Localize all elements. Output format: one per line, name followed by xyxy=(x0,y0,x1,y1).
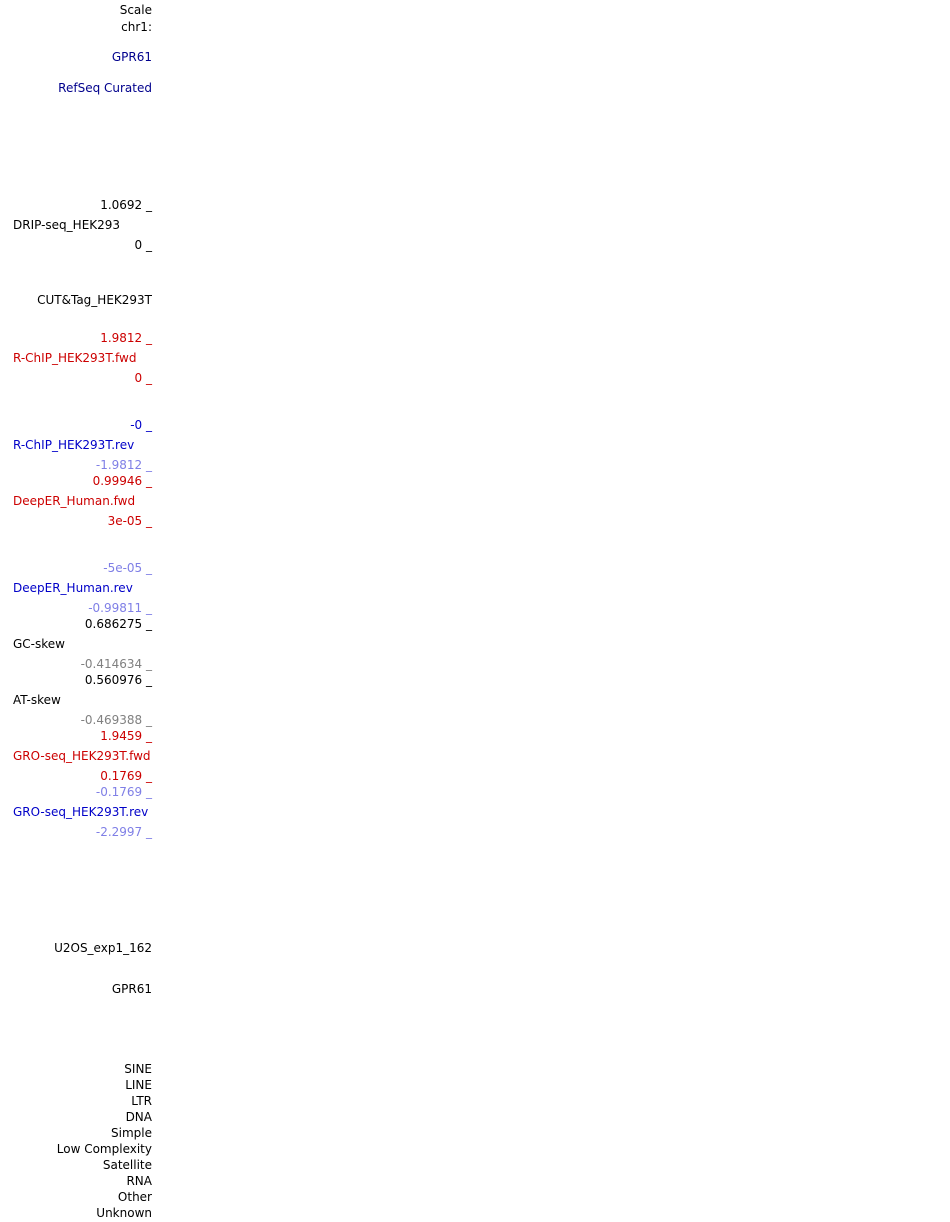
repeat-class-simple: Simple xyxy=(111,1126,152,1140)
repeat-class-ltr: LTR xyxy=(131,1094,152,1108)
at-skew-max-value: 0.560976 _ xyxy=(84,673,152,687)
cuttag-track-label[interactable]: CUT&Tag_HEK293T xyxy=(37,293,152,307)
gro-fwd-min-value: 0.1769 _ xyxy=(100,769,152,783)
gc-skew-min-value: -0.414634 _ xyxy=(80,657,152,671)
rchip-rev-track-label[interactable]: R-ChIP_HEK293T.rev xyxy=(13,438,135,452)
scale-label: Scale xyxy=(119,3,152,17)
repeat-class-sine: SINE xyxy=(124,1062,152,1076)
deeper-fwd-min-value: 3e-05 _ xyxy=(107,514,152,528)
track-image-area[interactable] xyxy=(160,0,950,1222)
gc-skew-max-value: 0.686275 _ xyxy=(84,617,152,631)
repeat-class-dna: DNA xyxy=(125,1110,152,1124)
gc-skew-track-label[interactable]: GC-skew xyxy=(13,637,65,651)
repeat-class-unknown: Unknown xyxy=(96,1206,152,1220)
gro-rev-track-label[interactable]: GRO-seq_HEK293T.rev xyxy=(13,805,149,819)
rchip-fwd-track-label[interactable]: R-ChIP_HEK293T.fwd xyxy=(13,351,137,365)
repeat-class-satellite: Satellite xyxy=(102,1158,152,1172)
gro-fwd-track-label[interactable]: GRO-seq_HEK293T.fwd xyxy=(13,749,151,763)
at-skew-track-label[interactable]: AT-skew xyxy=(13,693,61,707)
repeat-class-low-complexity: Low Complexity xyxy=(56,1142,152,1156)
repeat-class-rna: RNA xyxy=(126,1174,152,1188)
repeat-class-other: Other xyxy=(117,1190,152,1204)
gro-fwd-max-value: 1.9459 _ xyxy=(100,729,152,743)
rchip-rev-max-value: -0 _ xyxy=(130,418,152,432)
refseq-curated-label[interactable]: RefSeq Curated xyxy=(58,81,152,95)
u2os-track-label[interactable]: U2OS_exp1_162 xyxy=(54,941,152,955)
at-skew-min-value: -0.469388 _ xyxy=(80,713,152,727)
rchip-rev-min-value: -1.9812 _ xyxy=(95,458,152,472)
gene-label-gpr61[interactable]: GPR61 xyxy=(111,50,152,64)
deeper-rev-min-value: -0.99811 _ xyxy=(88,601,152,615)
deeper-rev-track-label[interactable]: DeepER_Human.rev xyxy=(13,581,133,595)
drip-min-value: 0 _ xyxy=(134,238,152,252)
deeper-fwd-track-label[interactable]: DeepER_Human.fwd xyxy=(13,494,136,508)
chrom-label: chr1: xyxy=(121,20,152,34)
repeat-class-line: LINE xyxy=(125,1078,152,1092)
gene-label-gpr61-bottom[interactable]: GPR61 xyxy=(111,982,152,996)
drip-seq-track-label[interactable]: DRIP-seq_HEK293 xyxy=(13,218,121,232)
deeper-rev-max-value: -5e-05 _ xyxy=(103,561,152,575)
drip-max-value: 1.0692 _ xyxy=(100,198,152,212)
deeper-fwd-max-value: 0.99946 _ xyxy=(92,474,152,488)
gro-rev-max-value: -0.1769 _ xyxy=(95,785,152,799)
rchip-fwd-min-value: 0 _ xyxy=(134,371,152,385)
rchip-fwd-max-value: 1.9812 _ xyxy=(100,331,152,345)
gro-rev-min-value: -2.2997 _ xyxy=(95,825,152,839)
